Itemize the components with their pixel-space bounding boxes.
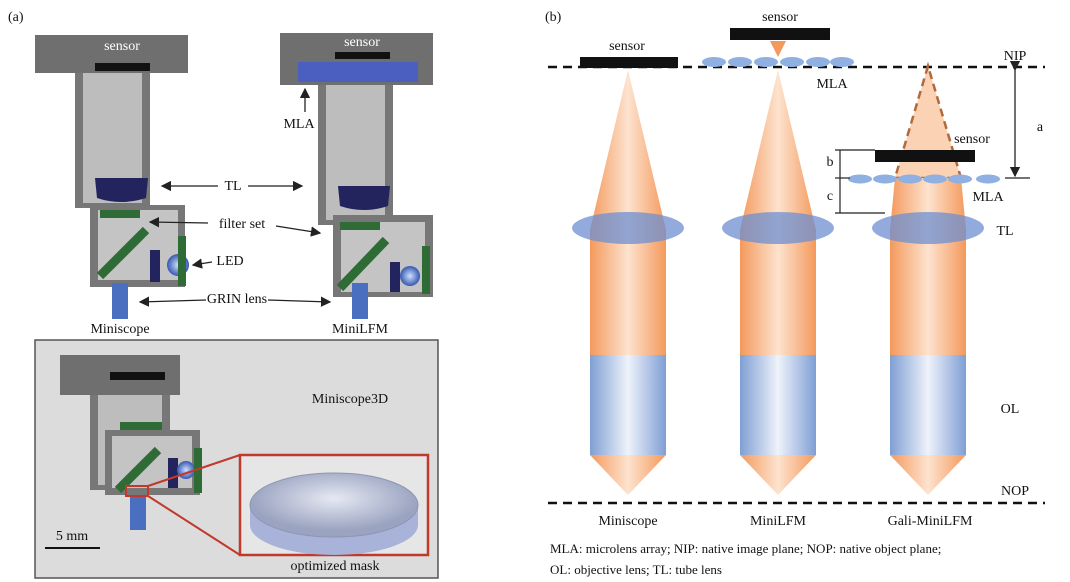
panel-label: (a) [8, 10, 24, 25]
tl-label: TL [996, 224, 1013, 239]
caption-line: MLA: microlens array; NIP: native image … [550, 541, 941, 556]
minilfm-device [280, 33, 433, 319]
distance-label: a [1037, 120, 1044, 135]
nip-label: NIP [1004, 49, 1027, 64]
ol-label: OL [1001, 402, 1020, 417]
inset-title: Miniscope3D [312, 392, 388, 407]
miniscope-device [35, 35, 189, 319]
mla-label: MLA [283, 117, 315, 132]
device-label: Miniscope [90, 322, 149, 337]
nop-label: NOP [1001, 484, 1029, 499]
panel-label: (b) [545, 10, 562, 25]
tl-label: TL [224, 179, 241, 194]
filter-set-label: filter set [219, 217, 265, 232]
sensor-label: sensor [954, 132, 990, 147]
column-label: Miniscope [598, 514, 657, 529]
mask-label: optimized mask [290, 559, 379, 574]
optics-diagram [548, 28, 1045, 503]
miniscope3d-inset [35, 340, 438, 578]
distance-label: b [827, 155, 834, 170]
sensor-label: sensor [609, 39, 645, 54]
caption-line: OL: objective lens; TL: tube lens [550, 562, 722, 577]
led-label: LED [216, 254, 243, 269]
column-label: Gali-MiniLFM [888, 514, 973, 529]
sensor-label: sensor [344, 35, 380, 50]
distance-label: c [827, 189, 833, 204]
device-label: MiniLFM [332, 322, 389, 337]
column-label: MiniLFM [750, 514, 807, 529]
grin-lens-label: GRIN lens [207, 292, 267, 307]
mla-label: MLA [816, 77, 848, 92]
mla-label: MLA [972, 190, 1004, 205]
sensor-label: sensor [762, 10, 798, 25]
figure: (a) sensor sensor MLA TL filter set LED … [0, 0, 1070, 582]
scale-bar-label: 5 mm [56, 529, 88, 544]
sensor-label: sensor [104, 39, 140, 54]
